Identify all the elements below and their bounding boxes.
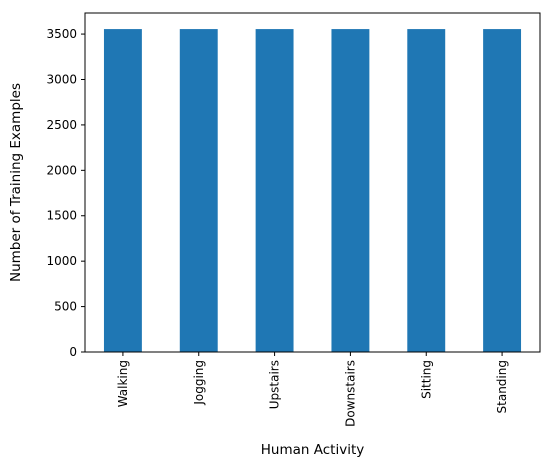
bar-downstairs bbox=[331, 29, 370, 353]
y-tick-label: 2000 bbox=[46, 163, 77, 177]
y-tick-label: 1000 bbox=[46, 254, 77, 268]
bar-upstairs bbox=[255, 29, 294, 353]
y-axis-label: Number of Training Examples bbox=[8, 83, 24, 282]
bar-standing bbox=[483, 29, 522, 353]
y-tick-label: 1500 bbox=[46, 209, 77, 223]
x-tick-label-downstairs: Downstairs bbox=[343, 360, 357, 427]
y-tick-label: 2500 bbox=[46, 118, 77, 132]
y-tick-label: 500 bbox=[54, 300, 77, 314]
x-tick-label-upstairs: Upstairs bbox=[268, 360, 282, 409]
x-tick-label-walking: Walking bbox=[116, 360, 130, 407]
x-tick-label-sitting: Sitting bbox=[419, 360, 433, 399]
plot-frame bbox=[84, 12, 541, 353]
bar-walking bbox=[103, 29, 142, 353]
bar-sitting bbox=[407, 29, 446, 353]
y-tick-label: 3500 bbox=[46, 27, 77, 41]
x-axis-label: Human Activity bbox=[261, 442, 364, 458]
bars-group bbox=[103, 29, 522, 353]
x-tick-label-jogging: Jogging bbox=[192, 360, 206, 406]
y-tick-label: 0 bbox=[69, 345, 77, 359]
bar-jogging bbox=[179, 29, 218, 353]
x-tick-label-standing: Standing bbox=[495, 360, 509, 413]
y-axis-ticks: 0 500 1000 1500 2000 2500 3000 3500 bbox=[46, 27, 85, 359]
y-tick-label: 3000 bbox=[46, 72, 77, 86]
x-axis-ticks: Walking Jogging Upstairs Downstairs Sitting S… bbox=[116, 352, 509, 427]
